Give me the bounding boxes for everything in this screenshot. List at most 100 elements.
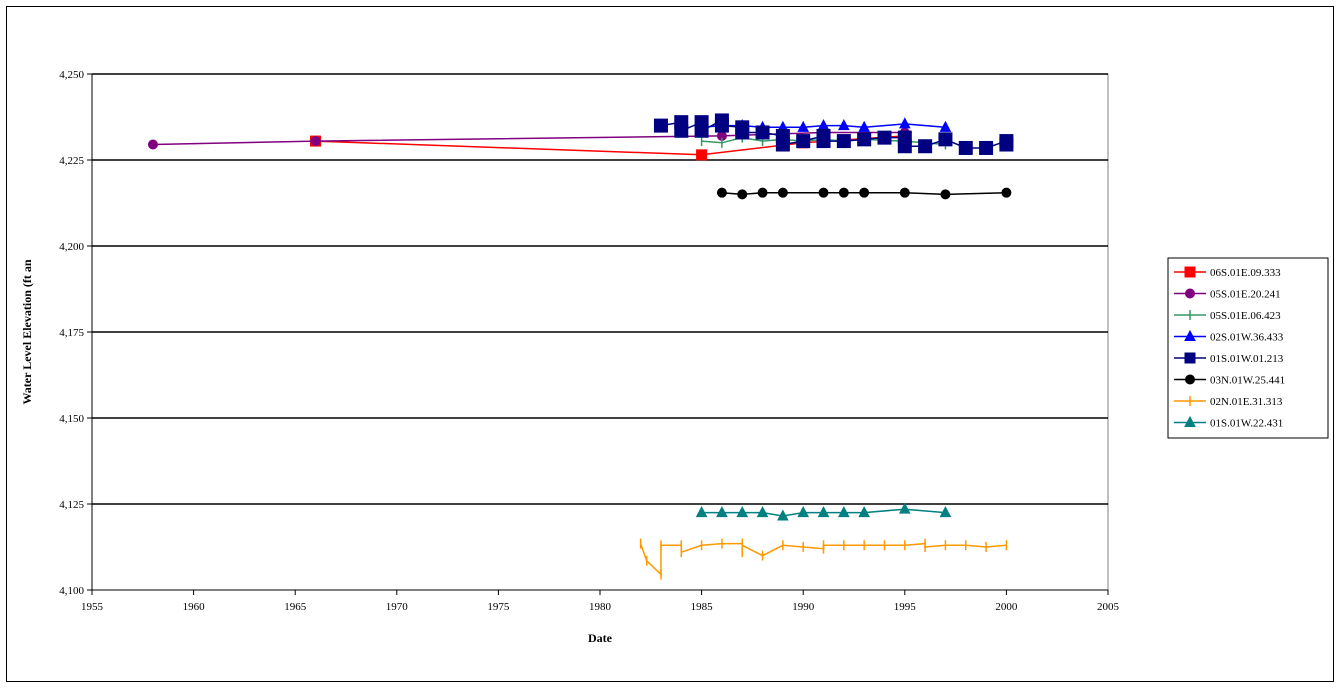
y-tick-label: 4,125 <box>59 499 84 511</box>
series-02N.01E.31.313 <box>639 538 1008 580</box>
x-tick-label: 1960 <box>183 601 206 613</box>
legend-item: 01S.01W.01.213 <box>1174 352 1284 365</box>
data-point <box>940 189 951 200</box>
data-point <box>777 187 788 198</box>
x-tick-label: 1995 <box>894 601 917 613</box>
legend-swatch-marker <box>1184 352 1196 364</box>
legend-box <box>1167 257 1329 439</box>
data-point <box>877 130 892 145</box>
data-point <box>756 506 769 518</box>
legend-label: 06S.01E.09.333 <box>1210 267 1281 279</box>
legend-label: 01S.01W.01.213 <box>1210 353 1284 365</box>
data-point <box>899 187 910 198</box>
legend-label: 02S.01W.36.433 <box>1210 332 1284 344</box>
x-tick-label: 1970 <box>386 601 409 613</box>
legend-item: 01S.01W.22.431 <box>1174 415 1283 430</box>
y-tick-label: 4,100 <box>59 585 84 597</box>
grid-lines <box>92 73 1108 505</box>
x-axis-title: Date <box>588 631 613 645</box>
data-point <box>979 140 994 155</box>
data-point <box>939 506 952 518</box>
legend-label: 02N.01E.31.313 <box>1210 396 1283 408</box>
data-point <box>958 140 973 155</box>
legend-swatch-marker <box>1184 266 1196 278</box>
legend-label: 01S.01W.22.431 <box>1210 418 1283 430</box>
data-point <box>696 149 708 161</box>
data-point <box>797 120 810 132</box>
data-point <box>858 506 870 518</box>
data-point <box>755 125 770 140</box>
series-01S.01W.22.431 <box>695 502 952 521</box>
data-point <box>694 123 709 138</box>
axes: 4,100 4,125 4,150 4,175 4,200 4,225 4,250 1955 1… <box>59 69 1119 613</box>
data-point <box>898 117 911 129</box>
data-point <box>857 132 872 147</box>
data-point <box>147 139 158 150</box>
y-tick-label: 4,175 <box>59 327 84 339</box>
data-point <box>735 125 750 140</box>
legend-label: 05S.01E.06.423 <box>1210 310 1281 322</box>
y-tick-label: 4,225 <box>59 155 84 167</box>
data-point <box>796 134 811 149</box>
y-tick-label: 4,250 <box>59 69 84 81</box>
legend-swatch-marker <box>1185 374 1195 385</box>
data-point <box>674 123 689 138</box>
data-point <box>736 506 749 518</box>
legend-item: 03N.01W.25.441 <box>1174 374 1285 387</box>
x-tick-label: 2005 <box>1097 601 1120 613</box>
legend-item: 02N.01E.31.313 <box>1174 396 1283 408</box>
data-point <box>897 139 912 154</box>
legend-swatch-marker <box>1184 329 1196 341</box>
data-point <box>817 506 830 518</box>
data-point <box>838 119 850 131</box>
data-point <box>757 187 768 198</box>
series-line <box>315 135 905 156</box>
data-point <box>918 139 933 154</box>
data-point <box>818 187 829 198</box>
data-point <box>653 118 668 133</box>
x-tick-label: 1990 <box>792 601 815 613</box>
data-point <box>714 118 729 133</box>
y-tick-label: 4,200 <box>59 241 84 253</box>
x-tick-label: 1975 <box>487 601 510 613</box>
data-point <box>858 120 870 132</box>
legend-item: 06S.01E.09.333 <box>1174 266 1281 279</box>
legend-item: 05S.01E.06.423 <box>1174 310 1281 322</box>
y-tick-label: 4,150 <box>59 413 84 425</box>
data-point <box>737 189 748 200</box>
x-tick-label: 1965 <box>284 601 307 613</box>
legend-swatch-marker <box>1184 415 1196 427</box>
legend-item: 02S.01W.36.433 <box>1174 329 1284 344</box>
data-point <box>797 506 810 518</box>
data-point <box>1001 187 1012 198</box>
data-point <box>898 502 911 514</box>
x-tick-label: 1955 <box>81 601 104 613</box>
legend-label: 03N.01W.25.441 <box>1210 375 1285 387</box>
data-point <box>716 506 728 518</box>
data-point <box>777 509 789 521</box>
data-point <box>999 137 1014 152</box>
data-point <box>859 187 870 198</box>
x-tick-label: 1985 <box>691 601 714 613</box>
series-layer <box>147 113 1014 580</box>
x-tick-label: 2000 <box>995 601 1018 613</box>
x-tick-label: 1980 <box>589 601 612 613</box>
data-point <box>836 134 851 149</box>
legend: 06S.01E.09.333 05S.01E.20.241 05S.01E.06.4… <box>1167 257 1329 439</box>
y-axis-title: Water Level Elevation (ft an <box>20 259 34 404</box>
data-point <box>816 134 831 149</box>
series-line <box>721 191 1007 196</box>
legend-swatch-marker <box>1185 288 1195 299</box>
legend-item: 05S.01E.20.241 <box>1174 288 1281 301</box>
data-point <box>938 132 953 147</box>
data-point <box>716 187 727 198</box>
data-point <box>838 506 850 518</box>
data-point <box>310 136 321 147</box>
series-01S.01W.01.213 <box>653 113 1014 155</box>
data-point <box>775 137 790 152</box>
data-point <box>939 120 952 132</box>
data-point <box>695 506 708 518</box>
data-point <box>838 187 849 198</box>
legend-label: 05S.01E.20.241 <box>1210 289 1281 301</box>
